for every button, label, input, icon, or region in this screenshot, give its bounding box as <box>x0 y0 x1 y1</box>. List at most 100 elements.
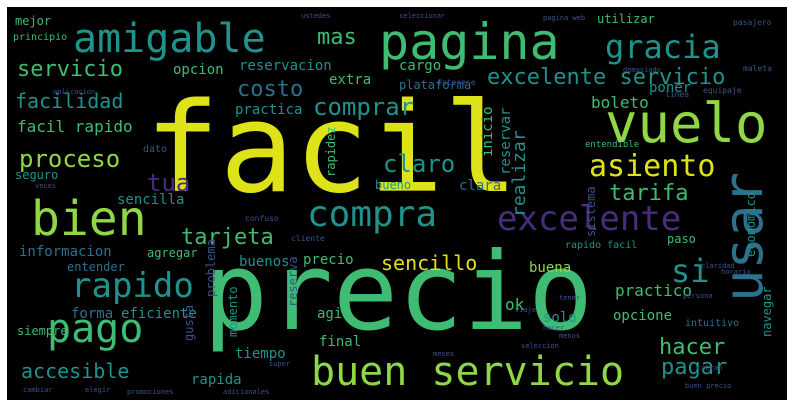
word-facil: facil <box>145 77 519 221</box>
word-servicio: servicio <box>17 57 123 82</box>
word-seleccion: seleccion <box>521 342 559 350</box>
word-costo: costo <box>237 77 304 102</box>
word-mejor: mejor <box>15 14 52 28</box>
word-navegar: navegar <box>760 286 774 337</box>
word-claridad: claridad <box>701 262 735 270</box>
word-pagar: pagar <box>661 355 728 380</box>
word-sencillo: sencillo <box>381 251 478 275</box>
word-sistema: sistema <box>584 186 598 237</box>
word-tiempo: tiempo <box>235 346 286 362</box>
word-linea: linea <box>665 90 690 99</box>
word-reservacion: reservacion <box>239 58 332 74</box>
word-rapida: rapida <box>191 372 242 388</box>
word-plataforma: plataforma <box>399 78 472 92</box>
word-siempre: siempre <box>17 324 68 338</box>
word-amigable: amigable <box>73 16 266 62</box>
word-inicio: inicio <box>480 106 496 157</box>
word-meses: meses <box>433 350 455 358</box>
word-solo: solo <box>543 310 577 326</box>
word-facil-rapido: facil rapido <box>17 117 133 136</box>
word-cliente: cliente <box>291 234 325 243</box>
word-seleccionar: seleccionar <box>399 12 446 20</box>
word-dato: dato <box>143 144 168 155</box>
word-rapido: rapido <box>71 266 194 306</box>
word-excelente: excelente <box>497 199 682 239</box>
word-vuelo: vuelo <box>605 92 768 155</box>
word-interese: interese <box>437 78 476 87</box>
word-intuitivo: intuitivo <box>685 318 740 329</box>
word-aplicacion: aplicacion <box>53 88 96 96</box>
word-equipaje: equipaje <box>703 86 742 95</box>
word-pagina-web: pagina web <box>543 14 586 22</box>
word-claro: claro <box>383 150 456 178</box>
word-hacer-small: hacer <box>543 324 565 332</box>
word-maleta: maleta <box>743 64 772 73</box>
word-pago: pago <box>47 306 144 352</box>
word-pasajero: pasajero <box>733 18 772 27</box>
word-bueno: bueno <box>375 178 412 192</box>
word-horario: horario <box>721 268 751 276</box>
word-tua: tua <box>147 169 191 197</box>
word-entender: entender <box>67 260 125 274</box>
word-precio-small: precio <box>303 252 354 268</box>
word-reserva: reserva <box>286 256 300 307</box>
word-cloud: facil precio pagina amigable vuelo usar … <box>7 7 787 400</box>
word-comprar: comprar <box>313 93 415 121</box>
word-entendible: entendible <box>585 140 640 150</box>
word-poner: poner <box>649 80 692 96</box>
word-economico: economico <box>744 191 758 257</box>
word-forma: forma <box>71 306 114 322</box>
word-informacion: informacion <box>19 244 112 260</box>
word-gusta: gusta <box>182 304 196 341</box>
word-cambiar: cambiar <box>23 386 53 394</box>
word-pagina: pagina <box>379 13 560 71</box>
word-persona: persona <box>683 292 713 300</box>
word-facilidad: facilidad <box>15 89 124 113</box>
word-precio: precio <box>203 230 594 355</box>
word-buenos: buenos <box>239 254 290 270</box>
word-utilizar: utilizar <box>597 12 655 26</box>
word-extra: extra <box>329 72 372 88</box>
word-buen-servicio: buen servicio <box>311 349 625 395</box>
word-bien: bien <box>31 191 147 247</box>
word-tarifa: tarifa <box>609 181 689 206</box>
word-boleto: boleto <box>591 93 649 112</box>
word-menos: menos <box>559 332 581 340</box>
word-hacer: hacer <box>659 335 726 360</box>
word-principio: principio <box>13 32 68 43</box>
word-final: final <box>319 334 362 350</box>
word-gracia: gracia <box>605 28 721 66</box>
word-mas: mas <box>317 25 357 50</box>
word-asiento: asiento <box>589 149 716 184</box>
word-buen-precio: buen precio <box>685 382 732 390</box>
word-agregar: agregar <box>147 246 198 260</box>
word-sencilla: sencilla <box>117 192 185 208</box>
word-accesible: accesible <box>21 359 130 383</box>
word-paso: paso <box>667 232 696 246</box>
word-ustedes: ustedes <box>301 12 331 20</box>
word-elegir: elegir <box>85 386 111 394</box>
word-si: si <box>671 252 710 290</box>
word-realizar: realizar <box>509 130 530 217</box>
word-proceso: proceso <box>19 145 121 173</box>
word-agil: agil <box>317 306 351 322</box>
word-demasiado: demasiado <box>623 66 661 74</box>
word-rapido-facil: rapido facil <box>565 240 638 251</box>
word-compra: compra <box>307 194 438 235</box>
word-practico: practico <box>615 281 693 300</box>
word-super: super <box>269 360 291 368</box>
word-tarjeta: tarjeta <box>181 225 274 250</box>
word-opcione: opcione <box>613 308 673 324</box>
word-momento: momento <box>226 286 240 337</box>
word-promociones: promociones <box>127 388 174 396</box>
word-excelente-servicio: excelente servicio <box>487 65 726 90</box>
word-ok: ok <box>505 295 525 314</box>
word-seguro: seguro <box>15 168 59 182</box>
word-cargo: cargo <box>399 58 442 74</box>
word-rapidez: rapidez <box>324 126 338 177</box>
word-veces: veces <box>35 182 57 190</box>
word-practica: practica <box>235 102 303 118</box>
word-tener: tener <box>559 294 581 302</box>
word-confuso: confuso <box>245 214 279 223</box>
word-clara: clara <box>459 178 502 194</box>
